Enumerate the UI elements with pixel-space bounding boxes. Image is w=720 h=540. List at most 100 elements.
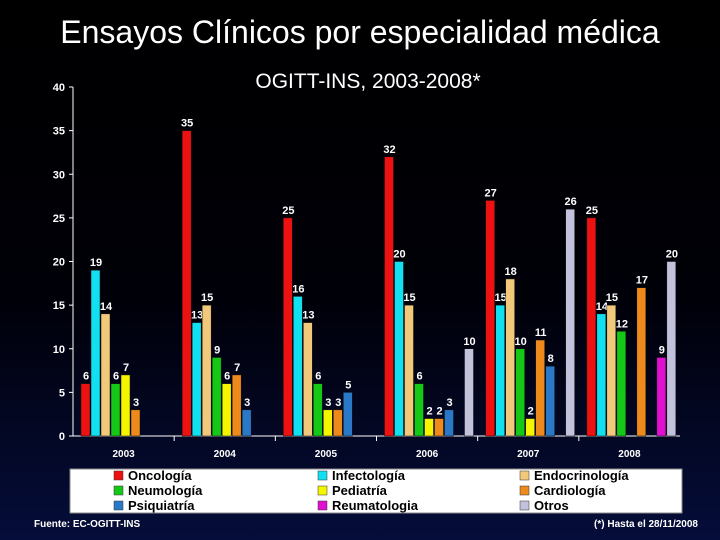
bar-oncología-2005 [283,217,293,437]
legend-label-endocrinología: Endocrinología [534,468,629,483]
bar-cardiología-2004 [231,374,242,437]
page-title: Ensayos Clínicos por especialidad médica [60,14,660,50]
y-tick-label: 15 [53,300,65,312]
x-tick-label: 2006 [416,449,439,460]
legend-swatch-psiquiatría [113,500,124,511]
data-label: 11 [535,327,547,339]
bar-psiquiatría-2005 [343,392,353,437]
legend-swatch-neumología [113,485,124,496]
bar-infectología-2006 [394,261,404,437]
bar-endocrinología-2005 [303,322,313,437]
bar-oncología-2004 [181,130,192,437]
data-label: 17 [636,275,648,287]
data-label: 3 [325,397,331,409]
bar-infectología-2007 [495,304,505,437]
data-label: 6 [113,371,119,383]
legend-label-oncología: Oncología [128,468,192,483]
legend-swatch-endocrinología [519,470,530,481]
source-note: Fuente: EC-OGITT-INS [34,519,141,530]
data-label: 32 [383,144,395,156]
legend-label-psiquiatría: Psiquiatría [128,498,195,513]
bar-reumatologia-2008 [656,357,667,437]
x-tick-label: 2008 [618,449,641,460]
bar-otros-2007 [565,208,575,437]
data-label: 6 [224,371,230,383]
data-label: 15 [495,292,507,304]
data-label: 6 [83,371,89,383]
y-tick-label: 25 [53,213,65,225]
data-label: 2 [528,406,534,418]
bar-pediatría-2007 [525,418,535,437]
data-label: 7 [234,362,240,374]
bar-pediatría-2003 [120,374,131,437]
bar-cardiología-2005 [333,409,343,437]
bar-neumología-2004 [211,357,222,437]
bar-infectología-2005 [293,296,303,437]
data-label: 26 [565,196,577,208]
bar-endocrinología-2003 [100,313,111,437]
bar-otros-2006 [464,348,474,437]
x-tick-label: 2007 [517,449,540,460]
data-label: 6 [315,371,321,383]
bar-psiquiatría-2004 [241,409,252,437]
bar-endocrinología-2008 [606,304,617,437]
data-label: 9 [659,344,665,356]
legend-label-otros: Otros [534,498,569,513]
data-label: 10 [463,336,475,348]
legend-swatch-infectología [317,470,328,481]
bar-pediatría-2006 [424,418,434,437]
bar-cardiología-2003 [130,409,141,437]
data-label: 27 [485,187,497,199]
data-label: 20 [666,249,678,261]
y-tick-label: 10 [53,344,65,356]
date-note: (*) Hasta el 28/11/2008 [594,519,698,530]
legend-swatch-oncología [113,470,124,481]
legend-label-cardiología: Cardiología [534,483,606,498]
bar-oncología-2003 [80,383,91,437]
y-tick-label: 30 [53,169,65,181]
bar-pediatría-2004 [221,383,232,437]
y-tick-label: 40 [53,82,65,94]
legend-swatch-pediatría [317,485,328,496]
x-tick-label: 2005 [315,449,338,460]
data-label: 6 [416,371,422,383]
bar-neumología-2006 [414,383,424,437]
bar-oncología-2008 [586,217,597,437]
data-label: 20 [393,249,405,261]
data-label: 14 [100,301,113,313]
bar-oncología-2006 [384,156,394,437]
data-label: 9 [214,344,220,356]
data-label: 25 [282,205,294,217]
data-label: 13 [191,310,203,322]
y-tick-label: 0 [59,431,65,443]
data-label: 10 [515,336,527,348]
x-tick-label: 2003 [112,449,135,460]
bar-cardiología-2007 [535,339,545,437]
bar-infectología-2003 [90,269,101,437]
data-label: 3 [446,397,452,409]
data-label: 18 [505,266,517,278]
bar-endocrinología-2004 [201,304,212,437]
legend-box [69,468,683,514]
y-tick-label: 20 [53,257,65,269]
bar-infectología-2008 [596,313,607,437]
bar-neumología-2007 [515,348,525,437]
data-label: 2 [426,406,432,418]
legend-swatch-reumatologia [317,500,328,511]
bar-psiquiatría-2007 [545,365,555,437]
data-label: 2 [436,406,442,418]
data-label: 3 [335,397,341,409]
bar-neumología-2005 [313,383,323,437]
bar-otros-2008 [666,261,677,437]
bar-psiquiatría-2006 [444,409,454,437]
bar-pediatría-2005 [323,409,333,437]
bar-neumología-2003 [110,383,121,437]
data-label: 19 [90,257,102,269]
bar-infectología-2004 [191,322,202,437]
data-label: 14 [596,301,609,313]
data-label: 3 [244,397,250,409]
bar-neumología-2008 [616,331,627,437]
data-label: 13 [302,310,314,322]
legend-label-infectología: Infectología [332,468,406,483]
